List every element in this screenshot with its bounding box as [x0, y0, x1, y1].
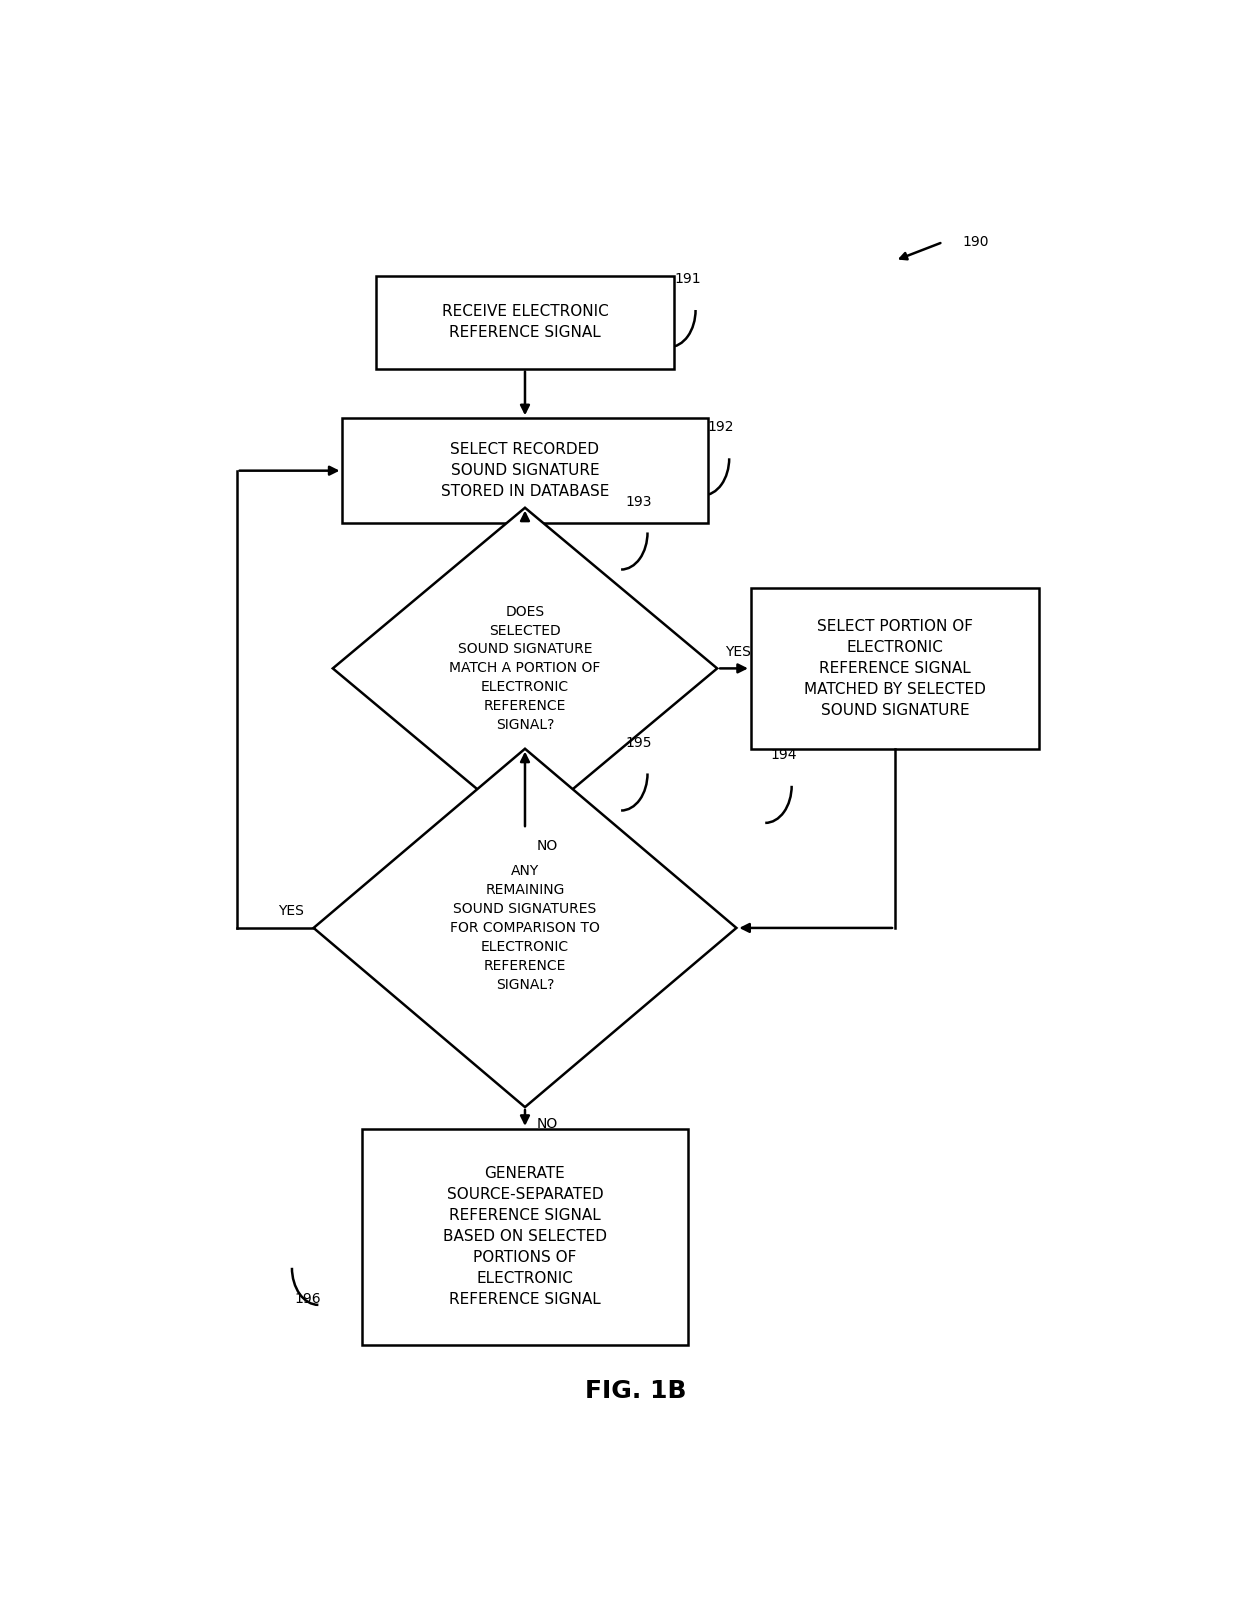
- Text: 195: 195: [626, 735, 652, 750]
- Text: 191: 191: [675, 273, 701, 286]
- Text: YES: YES: [278, 904, 304, 918]
- Bar: [376, 276, 675, 369]
- Bar: [751, 587, 1039, 748]
- Text: NO: NO: [537, 1117, 558, 1132]
- Text: NO: NO: [537, 839, 558, 852]
- Text: 193: 193: [626, 494, 652, 509]
- Text: RECEIVE ELECTRONIC
REFERENCE SIGNAL: RECEIVE ELECTRONIC REFERENCE SIGNAL: [441, 305, 609, 340]
- Text: 196: 196: [294, 1292, 321, 1306]
- Text: GENERATE
SOURCE-SEPARATED
REFERENCE SIGNAL
BASED ON SELECTED
PORTIONS OF
ELECTRO: GENERATE SOURCE-SEPARATED REFERENCE SIGN…: [443, 1167, 608, 1308]
- Text: 194: 194: [770, 748, 796, 762]
- Text: DOES
SELECTED
SOUND SIGNATURE
MATCH A PORTION OF
ELECTRONIC
REFERENCE
SIGNAL?: DOES SELECTED SOUND SIGNATURE MATCH A PO…: [449, 605, 600, 732]
- Text: 192: 192: [708, 421, 734, 435]
- Bar: [342, 419, 708, 523]
- Text: YES: YES: [725, 645, 750, 658]
- Text: ANY
REMAINING
SOUND SIGNATURES
FOR COMPARISON TO
ELECTRONIC
REFERENCE
SIGNAL?: ANY REMAINING SOUND SIGNATURES FOR COMPA…: [450, 863, 600, 992]
- Bar: [362, 1128, 688, 1345]
- Text: 190: 190: [962, 234, 988, 249]
- Polygon shape: [314, 748, 737, 1107]
- Text: SELECT PORTION OF
ELECTRONIC
REFERENCE SIGNAL
MATCHED BY SELECTED
SOUND SIGNATUR: SELECT PORTION OF ELECTRONIC REFERENCE S…: [804, 620, 986, 717]
- Text: FIG. 1B: FIG. 1B: [585, 1379, 686, 1403]
- Polygon shape: [332, 507, 717, 830]
- Text: SELECT RECORDED
SOUND SIGNATURE
STORED IN DATABASE: SELECT RECORDED SOUND SIGNATURE STORED I…: [440, 441, 609, 499]
